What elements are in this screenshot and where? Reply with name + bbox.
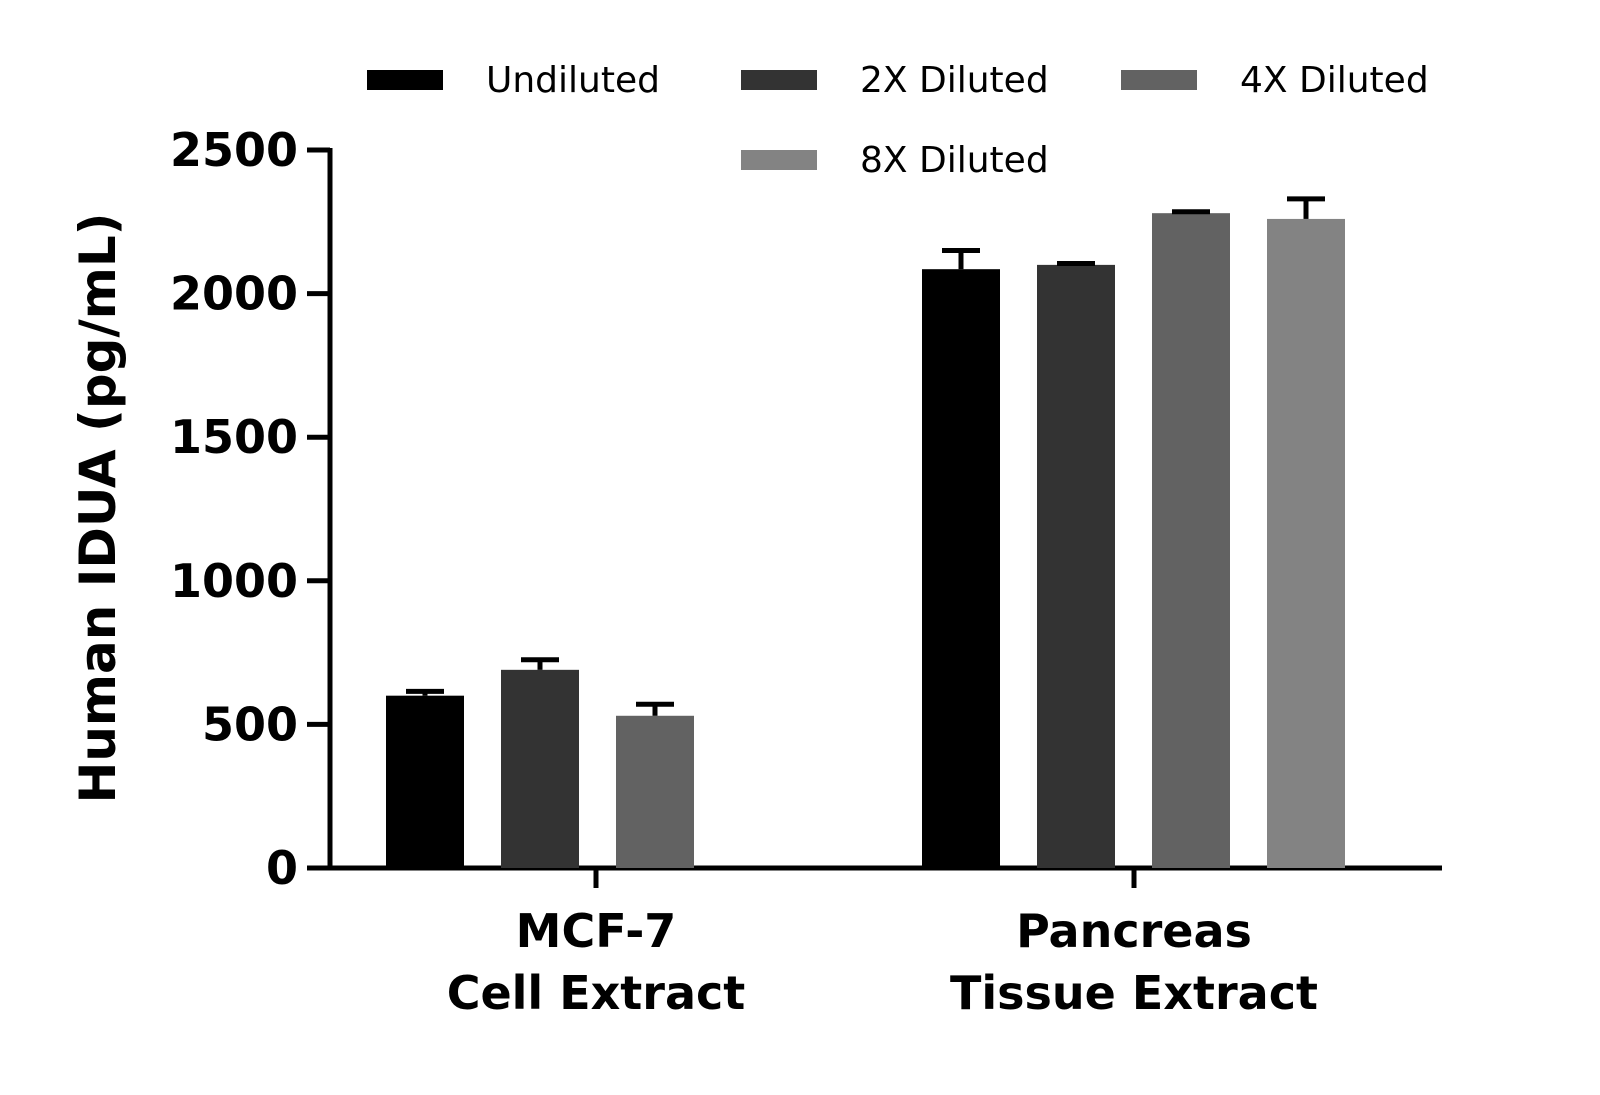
legend-label: Undiluted <box>486 60 660 101</box>
legend-swatch <box>367 70 443 90</box>
y-tick-label: 0 <box>266 841 298 895</box>
legend-label: 4X Diluted <box>1240 60 1429 101</box>
x-tick-label-pancreas: Tissue Extract <box>950 966 1318 1020</box>
y-tick-label: 2500 <box>170 123 298 177</box>
bar-pancreas-1 <box>1037 264 1115 868</box>
legend-label: 2X Diluted <box>860 60 1049 101</box>
legend-swatch <box>741 70 817 90</box>
y-axis-ticks: 0 500 1000 1500 2000 2500 <box>170 123 330 895</box>
y-tick-label: 500 <box>202 697 298 751</box>
legend-swatch <box>1121 70 1197 90</box>
x-axis-ticks: MCF-7 Cell Extract Pancreas Tissue Extract <box>447 868 1318 1020</box>
bar-mcf7-0 <box>386 695 464 868</box>
bars <box>386 213 1345 869</box>
legend-label: 8X Diluted <box>860 140 1049 181</box>
bar-mcf7-1 <box>501 669 579 868</box>
bar-pancreas-2 <box>1152 213 1230 868</box>
x-tick-label-pancreas: Pancreas <box>1016 904 1252 958</box>
bar-mcf7-2 <box>616 715 694 868</box>
y-tick-label: 1500 <box>170 410 298 464</box>
legend-swatch <box>741 150 817 170</box>
legend: Undiluted 2X Diluted 4X Diluted 8X Diluted <box>367 60 1429 181</box>
y-tick-label: 1000 <box>170 554 298 608</box>
bar-pancreas-0 <box>922 269 1000 868</box>
y-axis-title: Human IDUA (pg/mL) <box>69 212 127 803</box>
bar-pancreas-3 <box>1267 218 1345 869</box>
x-tick-label-mcf7: Cell Extract <box>447 966 746 1020</box>
x-tick-label-mcf7: MCF-7 <box>516 904 677 958</box>
y-tick-label: 2000 <box>170 267 298 321</box>
error-bars <box>406 196 1325 716</box>
